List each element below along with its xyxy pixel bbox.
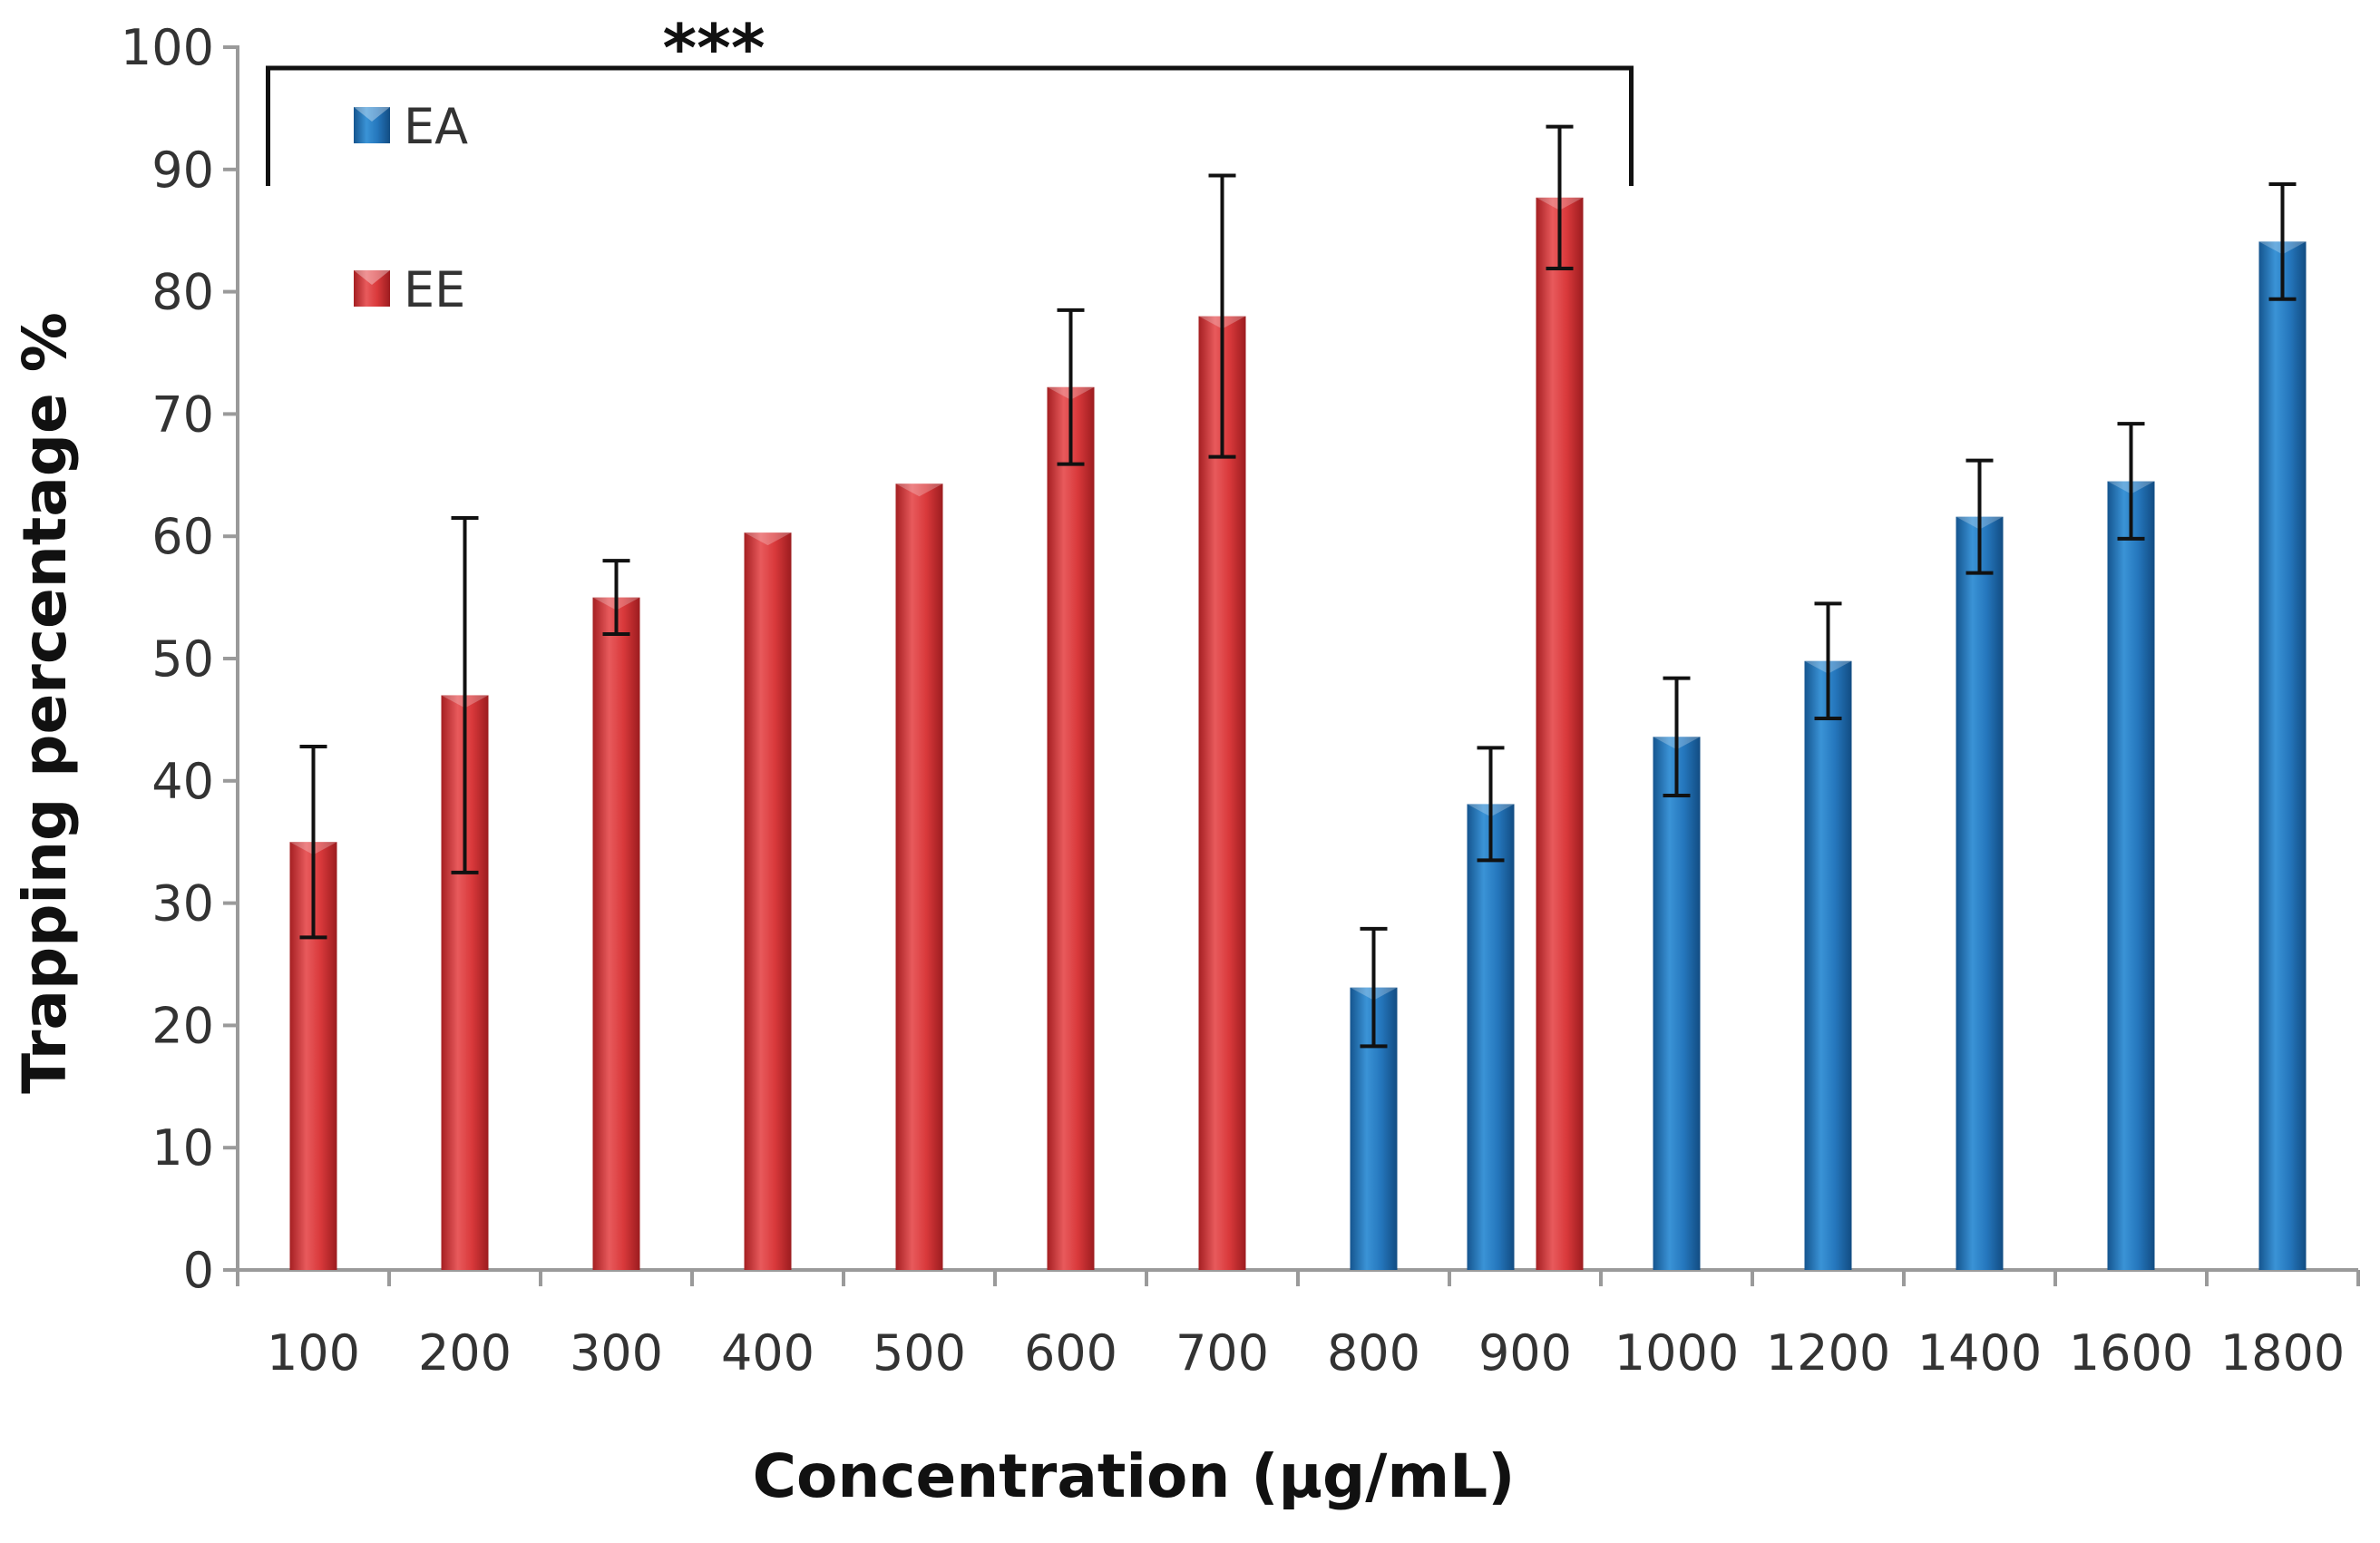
legend-swatch-cap-ea xyxy=(354,107,390,122)
significance-label: *** xyxy=(663,10,766,86)
x-tick-label: 1200 xyxy=(1766,1324,1890,1382)
bar-cap-ee-500 xyxy=(895,483,943,497)
error-bars xyxy=(299,124,2297,1049)
y-axis-title: Trapping percentage % xyxy=(10,312,80,1094)
y-tick-label: 60 xyxy=(151,508,214,565)
bar-cap-ee-400 xyxy=(744,532,792,546)
x-axis-ticks: 100 200 300 400 500 600 700 800 900 1000 1200 1400 1… xyxy=(236,1270,2360,1382)
bar-ee-700 xyxy=(1198,316,1246,1270)
x-tick-label: 1400 xyxy=(1917,1324,2042,1382)
bar-ea-1200 xyxy=(1804,660,1852,1270)
legend-swatch-ea xyxy=(354,107,390,143)
significance-bracket-line xyxy=(266,65,1634,186)
x-tick-label: 1800 xyxy=(2220,1324,2345,1382)
x-tick-label: 100 xyxy=(267,1324,360,1382)
bar-ea-1600 xyxy=(2107,481,2155,1270)
y-tick-label: 10 xyxy=(151,1119,214,1177)
bar-ee-900 xyxy=(1536,197,1584,1271)
x-tick-label: 300 xyxy=(570,1324,663,1382)
x-tick-label: 800 xyxy=(1327,1324,1420,1382)
axes xyxy=(236,45,2358,1272)
x-tick-label: 600 xyxy=(1024,1324,1117,1382)
bar-ea-1400 xyxy=(1956,516,2004,1270)
x-tick-label: 400 xyxy=(721,1324,814,1382)
significance-bracket: *** xyxy=(266,10,1634,186)
y-tick-label: 50 xyxy=(151,630,214,688)
x-tick-label: 1600 xyxy=(2069,1324,2193,1382)
bar-ee-300 xyxy=(592,597,640,1270)
bar-ea-900 xyxy=(1467,804,1515,1270)
legend-swatch-cap-ee xyxy=(354,270,390,285)
bar-ee-500 xyxy=(895,483,943,1270)
legend-label-ea: EA xyxy=(404,98,468,155)
legend-swatch-ee xyxy=(354,270,390,307)
x-tick-label: 500 xyxy=(873,1324,966,1382)
y-tick-label: 70 xyxy=(151,386,214,443)
bar-ea-1000 xyxy=(1653,737,1701,1270)
x-tick-label: 700 xyxy=(1175,1324,1269,1382)
y-tick-label: 40 xyxy=(151,753,214,810)
y-tick-label: 0 xyxy=(183,1242,214,1299)
legend: EA EE xyxy=(354,98,468,318)
y-tick-label: 100 xyxy=(121,19,214,76)
y-tick-label: 80 xyxy=(151,264,214,321)
legend-label-ee: EE xyxy=(404,261,465,318)
bar-ee-600 xyxy=(1047,386,1095,1270)
x-axis-title: Concentration (µg/mL) xyxy=(753,1441,1516,1511)
y-tick-label: 30 xyxy=(151,875,214,933)
y-tick-label: 90 xyxy=(151,142,214,199)
bars xyxy=(289,197,2307,1271)
x-tick-label: 900 xyxy=(1478,1324,1572,1382)
bar-ee-400 xyxy=(744,532,792,1270)
y-tick-label: 20 xyxy=(151,997,214,1054)
y-axis-ticks: 0 10 20 30 40 50 60 70 80 90 100 xyxy=(121,19,238,1299)
x-tick-label: 1000 xyxy=(1614,1324,1739,1382)
bar-ea-1800 xyxy=(2258,241,2307,1270)
x-tick-label: 200 xyxy=(418,1324,512,1382)
